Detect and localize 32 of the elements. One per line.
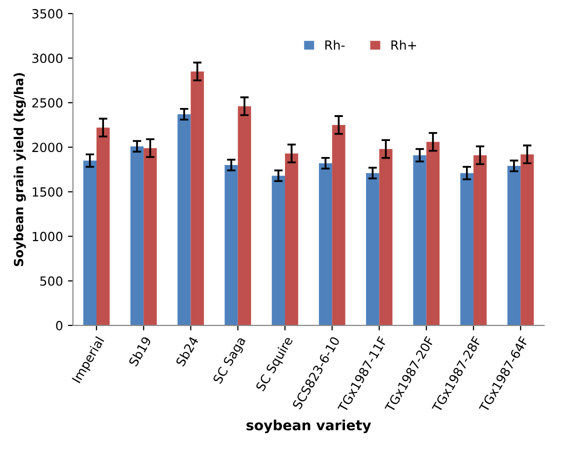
bar bbox=[318, 163, 332, 326]
bar bbox=[473, 155, 487, 326]
x-axis-title: soybean variety bbox=[246, 420, 372, 434]
bar bbox=[144, 148, 157, 326]
y-axis-title: Soybean grain yield (kg/ha) bbox=[14, 73, 26, 266]
y-tick-label: 0 bbox=[56, 320, 62, 330]
legend-label: Rh+ bbox=[391, 40, 416, 50]
bar bbox=[190, 71, 204, 326]
y-tick-label: 2500 bbox=[32, 98, 62, 108]
bar bbox=[507, 166, 521, 326]
bar bbox=[178, 114, 191, 326]
bar bbox=[238, 106, 252, 326]
bar bbox=[426, 142, 440, 326]
bar bbox=[284, 153, 298, 326]
bar bbox=[224, 165, 238, 326]
bar bbox=[413, 155, 426, 326]
bar bbox=[83, 160, 96, 326]
bar bbox=[379, 149, 392, 326]
bar bbox=[332, 124, 346, 326]
y-tick-label: 2000 bbox=[32, 142, 62, 152]
y-tick-label: 1500 bbox=[32, 187, 62, 197]
y-tick-label: 3000 bbox=[32, 54, 62, 64]
bar bbox=[272, 176, 285, 326]
y-tick-label: 3500 bbox=[32, 9, 62, 18]
bar bbox=[96, 128, 110, 326]
bar bbox=[460, 173, 474, 326]
bar bbox=[520, 154, 534, 326]
legend-label: Rh- bbox=[325, 40, 345, 50]
y-tick-label: 500 bbox=[40, 276, 62, 286]
bar bbox=[130, 146, 144, 326]
bar bbox=[366, 173, 380, 326]
y-tick-label: 1000 bbox=[32, 232, 62, 242]
